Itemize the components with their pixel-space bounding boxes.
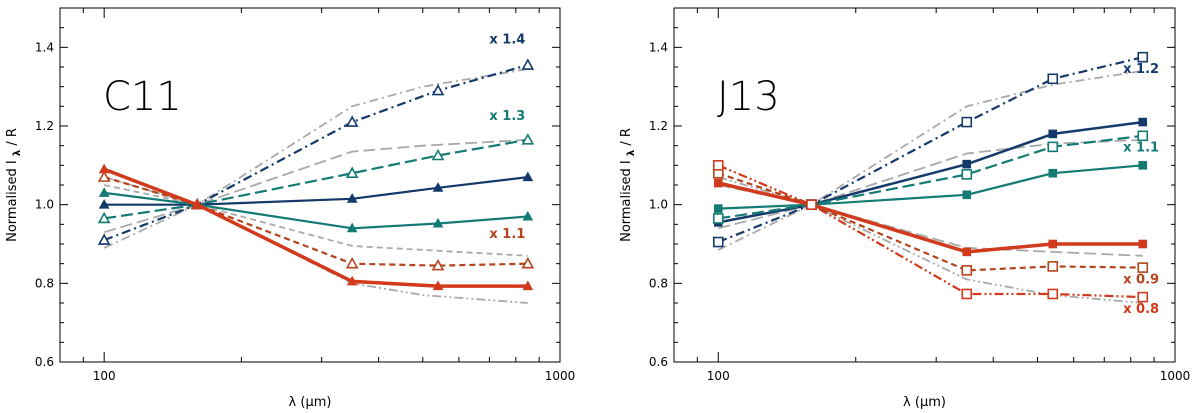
data-point-red-thick: [191, 199, 203, 209]
data-point-teal-solid: [962, 190, 972, 200]
data-point-teal-dashed: [961, 169, 973, 180]
panel-label: C11: [103, 74, 182, 120]
series-line-red-thick: [103, 167, 528, 288]
data-point-teal-dashed: [1137, 130, 1149, 142]
data-point-teal-dashed: [1047, 141, 1059, 153]
data-point-teal-solid: [98, 187, 110, 197]
data-point-teal-dashed: [521, 133, 535, 145]
data-point-red-thick: [98, 163, 110, 174]
data-point-navy-dashdot: [712, 236, 724, 248]
data-point-navy-solid: [98, 199, 110, 209]
series-line-ref-navy-x1.4: [103, 68, 528, 249]
x-tick-label: 100: [707, 369, 730, 383]
y-tick-label: 1.4: [649, 40, 668, 54]
data-point-navy-solid: [522, 171, 534, 182]
data-point-teal-solid: [432, 217, 444, 228]
data-point-brown-dashed: [1047, 261, 1059, 272]
series-line-brown-dashed: [717, 172, 1143, 272]
data-point-navy-solid: [962, 159, 972, 169]
y-tick-label: 0.6: [35, 355, 54, 369]
data-point-red-dotted: [961, 288, 973, 300]
data-point-teal-dashed: [431, 148, 445, 161]
data-point-brown-dashed: [961, 265, 973, 276]
plot-frame: [59, 7, 561, 363]
data-point-red-thick: [1048, 239, 1058, 249]
x-axis-label: λ (μm): [903, 395, 946, 410]
data-point-red-dotted: [1047, 288, 1059, 300]
scale-annotation: x 1.4: [489, 32, 525, 47]
x-axis-label: λ (μm): [289, 395, 332, 410]
data-point-red-dotted: [712, 160, 724, 171]
data-point-red-thick: [1138, 239, 1148, 249]
y-tick-label: 0.6: [649, 355, 668, 369]
data-point-teal-solid: [1138, 161, 1148, 170]
scale-annotation: x 1.1: [489, 227, 525, 242]
series-line-teal-dashed: [104, 138, 528, 220]
data-point-red-thick: [713, 178, 723, 188]
scale-annotation: x 0.9: [1123, 272, 1159, 287]
y-tick-label: 1.2: [649, 119, 668, 133]
chart-panel-c11: 0.6 0.8 1.0 1.2 1.4 100 1000 λ (μm) Normalised I…: [5, 7, 576, 410]
series-line-ref-navy-x1.2: [717, 70, 1143, 251]
data-point-navy-solid: [432, 182, 444, 192]
data-point-navy-solid: [1138, 117, 1148, 127]
data-point-brown-dashed: [345, 257, 359, 269]
scale-annotation: x 1.1: [1123, 141, 1159, 156]
data-point-navy-solid: [1048, 129, 1058, 139]
series-line-ref-red-x0.8: [718, 176, 1143, 304]
series-line-ref-brown-x1.1: [104, 184, 528, 257]
series-line-teal-solid: [718, 164, 1143, 210]
y-tick-label: 0.8: [649, 276, 668, 290]
data-point-teal-dashed: [345, 166, 359, 178]
data-point-teal-dashed: [97, 211, 111, 224]
data-point-brown-dashed: [1137, 262, 1149, 273]
data-point-navy-dashdot: [97, 233, 111, 245]
data-point-teal-solid: [1048, 168, 1058, 178]
chart-panel-j13: 0.6 0.8 1.0 1.2 1.4 100 1000 λ (μm) Normalised I…: [619, 7, 1191, 410]
data-point-red-thick: [432, 280, 444, 291]
x-tick-label: 1000: [545, 369, 576, 383]
data-point-navy-dashdot: [1137, 51, 1149, 63]
scale-annotation: x 1.3: [489, 109, 525, 124]
series-line-teal-dashed: [718, 134, 1143, 220]
data-point-navy-dashdot: [345, 115, 359, 127]
y-tick-label: 1.2: [35, 119, 54, 133]
data-point-teal-solid: [346, 222, 358, 233]
data-point-red-thick: [346, 275, 358, 286]
scale-annotation: x 0.8: [1123, 302, 1159, 317]
x-tick-label: 100: [93, 369, 116, 383]
data-point-brown-dashed: [431, 258, 445, 271]
y-tick-label: 1.0: [35, 198, 54, 212]
data-point-navy-dashdot: [431, 83, 445, 96]
series-line-ref-teal-x1.3: [103, 138, 528, 234]
data-point-brown-dashed: [521, 257, 535, 269]
series-line-navy-solid: [718, 120, 1143, 224]
data-point-navy-dashdot: [521, 58, 535, 70]
series-line-ref-red: [103, 176, 528, 304]
y-tick-label: 0.8: [35, 276, 54, 290]
data-point-teal-solid: [713, 204, 723, 213]
data-point-red-thick: [962, 247, 972, 257]
data-point-navy-solid: [346, 193, 358, 203]
data-point-brown-dashed: [97, 170, 111, 182]
y-tick-label: 1.0: [649, 198, 668, 212]
x-tick-label: 1000: [1160, 369, 1191, 383]
data-point-red-thick: [522, 280, 534, 291]
data-point-red-dotted: [1137, 291, 1149, 303]
y-tick-label: 1.4: [35, 40, 54, 54]
data-point-red-dotted: [806, 199, 817, 210]
y-axis-label: Normalised I λ / R: [619, 128, 637, 242]
plot-frame: [673, 7, 1176, 363]
series-line-navy-dashdot: [717, 56, 1144, 244]
panel-label: J13: [717, 74, 780, 120]
data-point-navy-dashdot: [961, 116, 973, 128]
series-line-red-dotted: [717, 164, 1143, 299]
data-point-teal-dashed: [712, 213, 724, 224]
series-line-ref-teal-x1.1: [718, 138, 1143, 230]
data-point-navy-dashdot: [1047, 73, 1059, 85]
scale-annotation: x 1.2: [1123, 62, 1159, 77]
data-point-teal-solid: [522, 210, 534, 221]
y-axis-label: Normalised I λ / R: [5, 128, 23, 242]
